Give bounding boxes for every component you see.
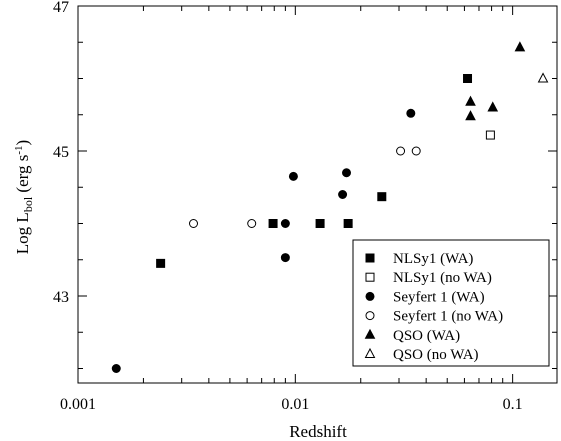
data-point-triangle (487, 101, 499, 112)
x-tick-label: 0.01 (281, 396, 309, 413)
legend-label: QSO (WA) (393, 328, 460, 344)
data-point-square (463, 74, 473, 83)
data-point-circle (396, 146, 406, 156)
y-tick-label: 43 (53, 289, 69, 306)
legend-marker-circle (365, 291, 375, 301)
x-tick-label: 0.001 (60, 396, 96, 413)
legend-label: QSO (no WA) (393, 347, 479, 363)
data-point-circle (189, 219, 199, 228)
data-point-square (315, 219, 325, 228)
data-point-square (377, 192, 387, 202)
data-points (111, 41, 549, 373)
y-axis-title-close: ) (13, 140, 32, 146)
data-point-square (156, 258, 166, 268)
legend-marker-square (365, 253, 375, 263)
y-axis-title-sub: bol (21, 196, 35, 212)
legend-label: Seyfert 1 (WA) (393, 289, 485, 305)
data-point-circle (338, 190, 348, 199)
y-tick-label: 47 (53, 0, 69, 16)
legend-label: NLSy1 (no WA) (393, 270, 492, 286)
legend-marker-triangle (364, 328, 376, 339)
y-tick-label: 45 (53, 144, 69, 161)
data-point-square (343, 219, 353, 228)
legend: NLSy1 (WA) NLSy1 (no WA) Seyfert 1 (WA) Sey… (352, 239, 550, 367)
axis-ticks (77, 5, 557, 383)
data-point-circle (411, 146, 421, 156)
data-point-circle (280, 219, 290, 228)
legend-box (352, 239, 550, 367)
data-point-circle (280, 253, 290, 263)
y-axis-title-sup: -1 (13, 145, 25, 154)
data-point-triangle (537, 72, 549, 83)
data-point-circle (342, 168, 352, 178)
plot-frame (77, 5, 558, 384)
axis-tick-labels: 0.001 0.01 0.1 43 45 47 (53, 0, 523, 413)
data-point-triangle (465, 95, 476, 106)
y-axis-title: Log Lbol (erg s-1) (13, 140, 35, 254)
data-point-circle (288, 171, 298, 181)
data-point-circle (111, 364, 121, 373)
x-axis-title: Redshift (289, 422, 347, 441)
data-point-triangle (465, 110, 476, 121)
legend-marker-triangle (364, 347, 376, 358)
data-point-circle (247, 219, 257, 228)
legend-label: NLSy1 (WA) (393, 251, 473, 267)
data-point-triangle (514, 41, 526, 52)
y-axis-title-main: Log L (13, 212, 32, 254)
x-tick-label: 0.1 (503, 396, 523, 413)
y-axis-title-unit: (erg s (13, 155, 32, 197)
data-point-square (268, 219, 278, 228)
data-point-square (485, 130, 495, 140)
legend-marker-circle (365, 311, 375, 321)
legend-label: Seyfert 1 (no WA) (393, 309, 503, 325)
data-point-circle (406, 108, 416, 118)
legend-marker-square (365, 272, 375, 282)
